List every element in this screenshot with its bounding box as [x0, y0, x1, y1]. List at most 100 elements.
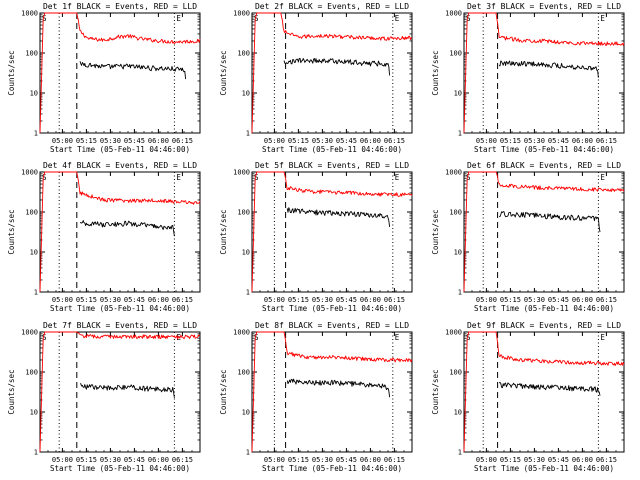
end-marker-label: E	[395, 333, 400, 342]
panel-det-9: Det 9f BLACK = Events, RED = LLD 1 10 100 10…	[431, 321, 625, 473]
series-events-line	[499, 211, 601, 233]
y-tick-label: 1000	[21, 169, 38, 177]
x-tick-label: 05:00	[264, 456, 285, 464]
end-marker-label: E	[176, 14, 181, 23]
x-tick-label: 05:45	[124, 456, 145, 464]
x-axis-label: Start Time (05-Feb-11 04:46:00)	[474, 145, 614, 154]
y-tick-label: 100	[25, 369, 38, 377]
x-tick-label: 05:15	[288, 137, 309, 145]
y-tick-label: 1000	[445, 10, 462, 18]
plot-frame	[251, 171, 413, 293]
panel-title: Det 3f BLACK = Events, RED = LLD	[467, 2, 621, 11]
x-tick-label: 05:15	[288, 296, 309, 304]
start-marker-label: S	[466, 173, 471, 182]
y-tick-label: 10	[454, 249, 462, 257]
panel-title: Det 9f BLACK = Events, RED = LLD	[467, 321, 621, 330]
end-marker-label: E	[395, 173, 400, 182]
end-marker-label: E	[600, 14, 605, 23]
plot-frame	[39, 171, 201, 293]
y-tick-label: 10	[454, 90, 462, 98]
x-tick-label: 05:15	[500, 137, 521, 145]
x-axis-label: Start Time (05-Feb-11 04:46:00)	[474, 464, 614, 473]
x-tick-label: 05:45	[336, 137, 357, 145]
panel-det-3: Det 3f BLACK = Events, RED = LLD 1 10 100 10…	[431, 2, 625, 154]
x-tick-label: 05:00	[52, 456, 73, 464]
x-tick-label: 06:15	[596, 296, 617, 304]
x-tick-label: 05:00	[264, 296, 285, 304]
y-tick-label: 1	[34, 289, 38, 297]
x-axis-label: Start Time (05-Feb-11 04:46:00)	[262, 304, 402, 313]
x-tick-label: 05:45	[124, 137, 145, 145]
x-tick-label: 05:30	[312, 137, 333, 145]
x-tick-label: 05:45	[124, 296, 145, 304]
panel-title: Det 4f BLACK = Events, RED = LLD	[43, 161, 197, 170]
series-lld-line	[463, 12, 625, 134]
x-tick-label: 05:00	[476, 137, 497, 145]
y-axis-label: Counts/sec	[431, 369, 440, 414]
y-tick-label: 10	[30, 90, 38, 98]
start-marker-label: S	[254, 333, 259, 342]
x-tick-label: 05:30	[524, 296, 545, 304]
y-axis-label: Counts/sec	[219, 209, 228, 254]
x-tick-label: 05:30	[524, 137, 545, 145]
y-tick-label: 10	[30, 249, 38, 257]
y-tick-label: 100	[25, 50, 38, 58]
end-marker-label: E	[600, 333, 605, 342]
x-tick-label: 06:00	[360, 296, 381, 304]
x-tick-label: 05:00	[476, 456, 497, 464]
x-axis-label: Start Time (05-Feb-11 04:46:00)	[474, 304, 614, 313]
x-tick-label: 05:45	[336, 296, 357, 304]
x-tick-label: 05:15	[500, 456, 521, 464]
y-tick-label: 10	[242, 90, 250, 98]
x-tick-label: 05:00	[52, 137, 73, 145]
start-marker-label: S	[42, 173, 47, 182]
x-tick-label: 06:00	[148, 137, 169, 145]
x-tick-label: 05:00	[52, 296, 73, 304]
x-tick-label: 06:15	[384, 137, 405, 145]
x-tick-label: 05:30	[524, 456, 545, 464]
x-tick-label: 06:00	[572, 296, 593, 304]
x-tick-label: 06:00	[148, 296, 169, 304]
x-tick-label: 05:15	[76, 456, 97, 464]
y-tick-label: 100	[449, 50, 462, 58]
x-tick-label: 05:30	[100, 296, 121, 304]
y-tick-label: 1	[458, 289, 462, 297]
y-axis-label: Counts/sec	[219, 369, 228, 414]
start-marker-label: S	[466, 14, 471, 23]
y-tick-label: 1	[246, 289, 250, 297]
x-tick-label: 06:00	[360, 456, 381, 464]
series-lld-line	[39, 331, 201, 453]
y-tick-label: 100	[25, 209, 38, 217]
panel-title: Det 6f BLACK = Events, RED = LLD	[467, 161, 621, 170]
panel-det-5: Det 5f BLACK = Events, RED = LLD 1 10 100 10…	[219, 161, 413, 313]
x-tick-label: 06:00	[572, 137, 593, 145]
y-tick-label: 10	[30, 409, 38, 417]
x-tick-label: 06:15	[172, 456, 193, 464]
x-tick-label: 05:45	[548, 456, 569, 464]
panel-det-1: Det 1f BLACK = Events, RED = LLD 1 10 100 10…	[7, 2, 201, 154]
series-lld-line	[39, 12, 201, 134]
x-tick-label: 05:00	[264, 137, 285, 145]
x-tick-label: 06:15	[172, 137, 193, 145]
panel-det-7: Det 7f BLACK = Events, RED = LLD 1 10 100 10…	[7, 321, 201, 473]
y-axis-label: Counts/sec	[431, 209, 440, 254]
y-tick-label: 1	[458, 130, 462, 138]
y-tick-label: 1000	[445, 169, 462, 177]
start-marker-label: S	[42, 333, 47, 342]
x-tick-label: 06:15	[172, 296, 193, 304]
y-tick-label: 1000	[445, 329, 462, 337]
x-tick-label: 05:15	[76, 296, 97, 304]
start-marker-label: S	[254, 173, 259, 182]
x-tick-label: 06:00	[360, 137, 381, 145]
y-tick-label: 1	[34, 449, 38, 457]
x-axis-label: Start Time (05-Feb-11 04:46:00)	[262, 464, 402, 473]
end-marker-label: E	[395, 14, 400, 23]
panel-title: Det 8f BLACK = Events, RED = LLD	[255, 321, 409, 330]
x-axis-label: Start Time (05-Feb-11 04:46:00)	[50, 304, 190, 313]
y-tick-label: 1000	[233, 329, 250, 337]
x-tick-label: 05:30	[100, 456, 121, 464]
series-events-line	[79, 61, 187, 80]
plot-frame	[251, 12, 413, 134]
y-axis-label: Counts/sec	[7, 50, 16, 95]
